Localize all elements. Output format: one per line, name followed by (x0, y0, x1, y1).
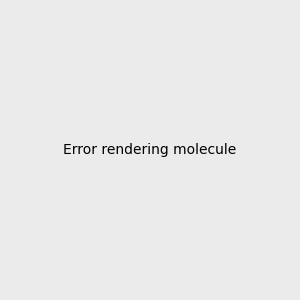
Text: Error rendering molecule: Error rendering molecule (63, 143, 237, 157)
